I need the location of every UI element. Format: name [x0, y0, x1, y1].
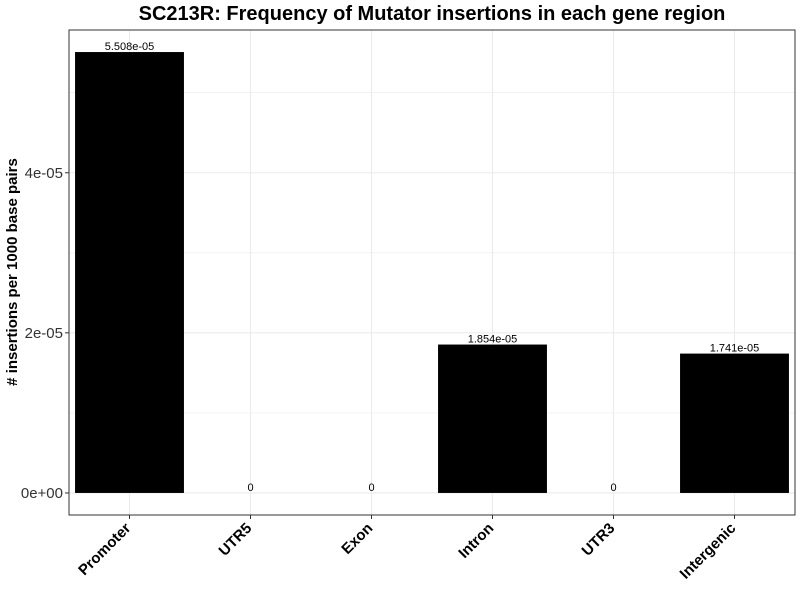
x-tick-label-exon: Exon	[338, 520, 376, 558]
data-label-exon: 0	[368, 482, 374, 494]
data-label-intron: 1.854e-05	[468, 334, 518, 346]
y-axis-ticks: 0e+00 2e-05 4e-05	[21, 165, 69, 502]
data-labels-layer: 5.508e-05 0 0 1.854e-05 0 1.741e-05	[105, 41, 760, 494]
y-axis-label: # insertions per 1000 base pairs	[4, 158, 21, 386]
data-label-utr3: 0	[610, 482, 616, 494]
data-label-utr5: 0	[247, 482, 253, 494]
bars-layer	[75, 52, 789, 493]
chart-title: SC213R: Frequency of Mutator insertions …	[139, 3, 726, 25]
x-tick-label-intergenic: Intergenic	[677, 520, 740, 583]
data-label-intergenic: 1.741e-05	[710, 343, 760, 355]
y-tick-label: 0e+00	[21, 485, 63, 502]
y-tick-label: 4e-05	[25, 165, 63, 182]
bar-promoter	[75, 52, 184, 493]
bar-intron	[438, 344, 547, 493]
x-axis-ticks: Promoter UTR5 Exon Intron UTR3 Intergenic	[75, 515, 739, 583]
bar-intergenic	[680, 353, 789, 493]
data-label-promoter: 5.508e-05	[105, 41, 155, 53]
x-tick-label-intron: Intron	[455, 520, 497, 562]
x-tick-label-utr3: UTR3	[579, 520, 619, 560]
x-tick-label-utr5: UTR5	[216, 520, 256, 560]
x-tick-label-promoter: Promoter	[75, 520, 134, 579]
panel-border	[68, 29, 796, 516]
y-tick-label: 2e-05	[25, 325, 63, 342]
